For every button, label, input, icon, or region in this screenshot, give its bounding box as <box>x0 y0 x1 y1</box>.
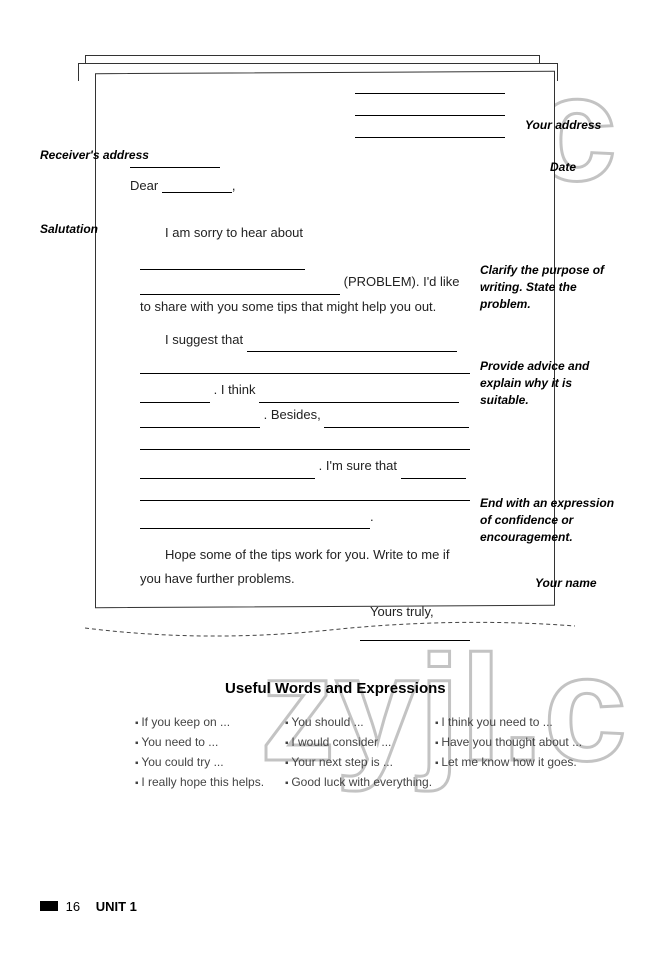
useful-item: You need to ... <box>135 735 305 749</box>
useful-item: I really hope this helps. <box>135 775 305 789</box>
dear-text: Dear <box>130 178 158 193</box>
p2-d: . I'm sure that <box>319 458 397 473</box>
page-number: 16 <box>66 899 80 914</box>
useful-item: I would consider ... <box>285 735 455 749</box>
useful-item: Have you thought about ... <box>435 735 605 749</box>
letter-body: Dear , I am sorry to hear about (PROBLEM… <box>100 80 550 641</box>
closing: Yours truly, <box>370 604 550 619</box>
useful-item: Your next step is ... <box>285 755 455 769</box>
footer: 16 UNIT 1 <box>40 899 137 914</box>
useful-item: If you keep on ... <box>135 715 305 729</box>
p1-c: to share with you some tips that might h… <box>140 299 436 314</box>
useful-item: I think you need to ... <box>435 715 605 729</box>
useful-item: You could try ... <box>135 755 305 769</box>
p2-c: . Besides, <box>264 407 321 422</box>
p2-b: . I think <box>214 382 256 397</box>
useful-title: Useful Words and Expressions <box>225 680 446 697</box>
envelope-bottom-edge <box>85 618 575 648</box>
p2-a: I suggest that <box>165 332 243 347</box>
label-date: Date <box>550 160 576 174</box>
useful-item: Let me know how it goes. <box>435 755 605 769</box>
useful-item: Good luck with everything. <box>285 775 455 789</box>
p1-b: (PROBLEM). I'd like <box>344 274 460 289</box>
p1-a: I am sorry to hear about <box>165 225 303 240</box>
p3: Hope some of the tips work for you. Writ… <box>140 547 449 585</box>
unit-label: UNIT 1 <box>96 899 137 914</box>
useful-item: You should ... <box>285 715 455 729</box>
label-salutation: Salutation <box>40 222 98 236</box>
